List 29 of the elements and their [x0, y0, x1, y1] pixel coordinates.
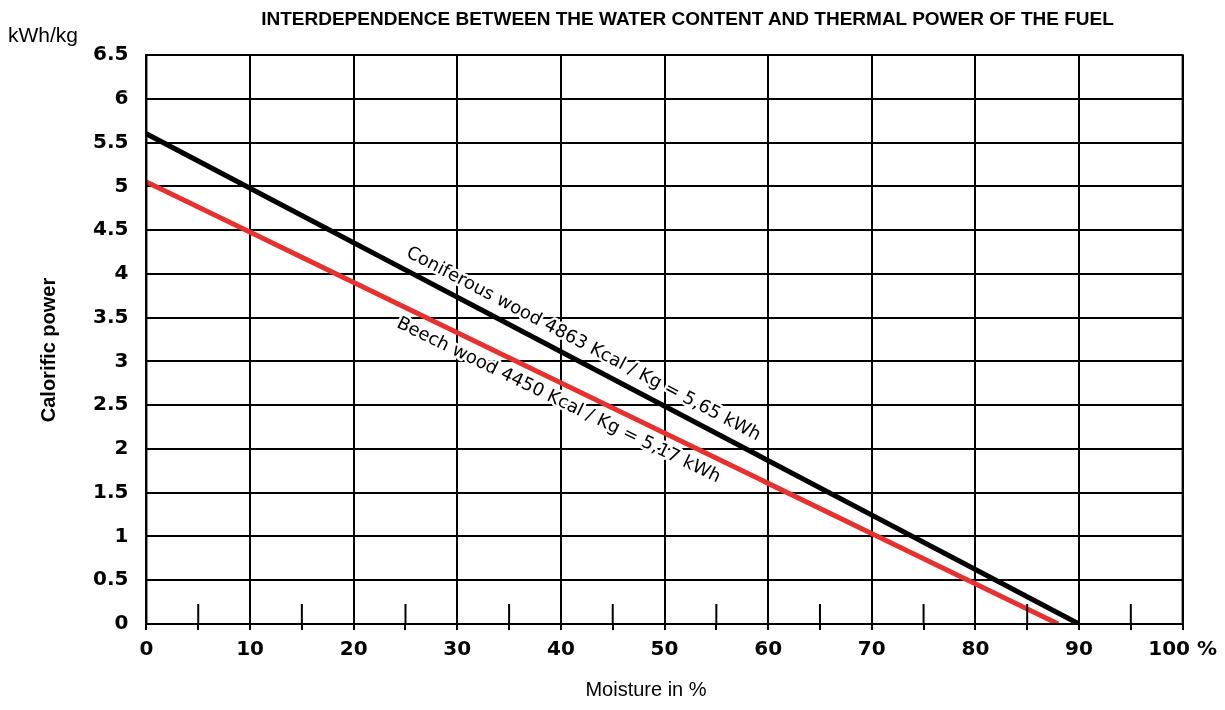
text: kWh/kg — [8, 22, 79, 48]
x-tick-label: 30 — [443, 636, 472, 661]
y-tick-label: 4 — [114, 260, 129, 285]
y-tick-label: 2.5 — [92, 391, 129, 416]
x-tick-label: 90 — [1065, 636, 1093, 661]
y-tick-label: 5.5 — [92, 128, 129, 153]
x-tick-label: 10 — [236, 636, 264, 661]
y-tick-label: 4.5 — [92, 216, 129, 241]
y-tick-label: 6 — [114, 84, 129, 109]
y-axis-title: Calorific power — [36, 277, 60, 423]
x-tick-label: 0 — [139, 636, 154, 661]
y-tick-label: 3.5 — [92, 303, 129, 328]
chart-title: INTERDEPENDENCE BETWEEN THE WATER CONTENT AND THERMAL POWER OF THE FUEL — [261, 8, 1114, 29]
y-tick-label: 6.5 — [92, 41, 129, 66]
y-tick-label: 2 — [114, 435, 129, 460]
x-tick-label: 50 — [650, 636, 679, 661]
x-tick-label: 80 — [961, 636, 990, 661]
y-tick-label: 0.5 — [92, 566, 129, 591]
x-axis-title: Moisture in % — [584, 678, 708, 701]
x-tick-label: 40 — [546, 636, 575, 661]
x-tick-label: 70 — [857, 636, 886, 661]
y-tick-label: 1 — [114, 522, 129, 547]
x-tick-label: 20 — [339, 636, 368, 661]
x-tick-label: 60 — [754, 636, 783, 661]
y-tick-label: 3 — [114, 347, 129, 372]
y-tick-label: 0 — [114, 610, 129, 635]
x-tick-label: 100 % — [1148, 636, 1217, 661]
y-tick-label: 5 — [114, 172, 129, 197]
y-tick-label: 1.5 — [92, 478, 129, 503]
